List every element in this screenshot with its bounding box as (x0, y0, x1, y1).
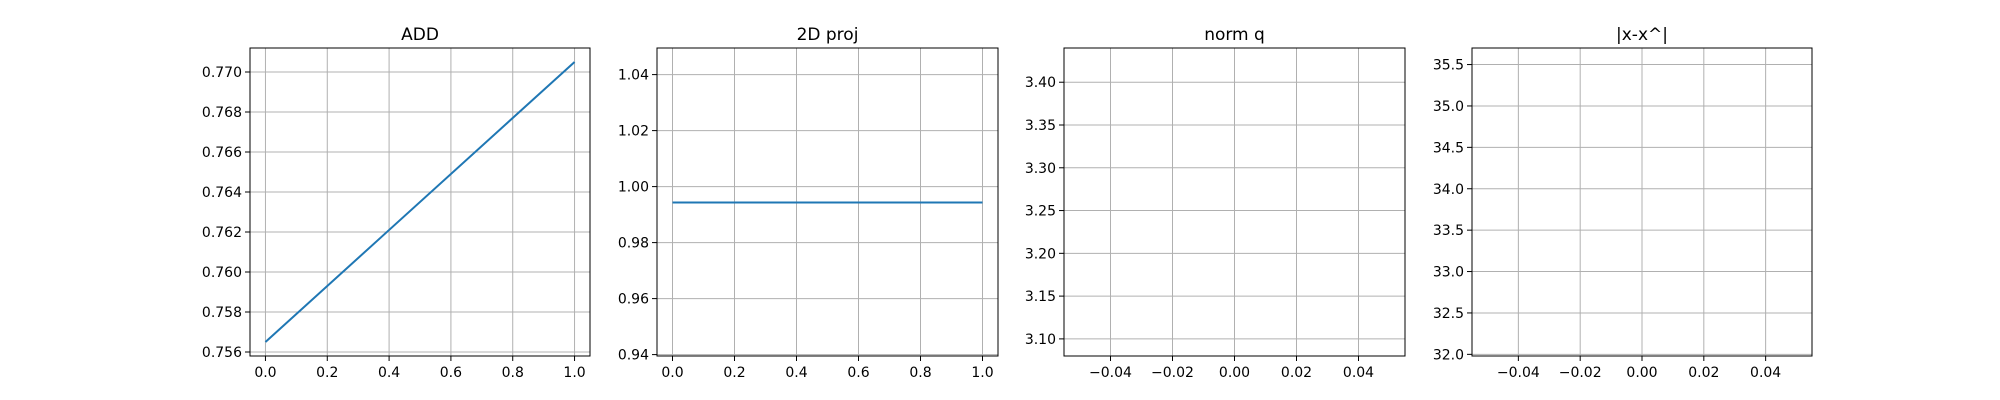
2d-proj-ytick-label-4: 1.02 (618, 124, 649, 140)
norm-q-ytick-label-0: 3.10 (1025, 332, 1056, 348)
x-error-ytick-label-2: 33.0 (1433, 265, 1464, 281)
2d-proj-ytick-label-0: 0.94 (618, 348, 649, 364)
2d-proj-xtick-label-5: 1.0 (971, 365, 993, 381)
add-xtick-label-2: 0.4 (378, 365, 400, 381)
add-ytick-label-7: 0.770 (202, 65, 242, 81)
x-error-xtick-label-0: −0.04 (1497, 365, 1540, 381)
subplot-title-norm-q: norm q (1204, 25, 1265, 45)
norm-q-ytick-label-4: 3.30 (1025, 161, 1056, 177)
x-error-ytick-label-4: 34.0 (1433, 182, 1464, 198)
subplot-add: ADD 0.0 0.2 0.4 0.6 0.8 1.0 0.756 0.758 0.760 0.7… (202, 25, 591, 381)
x-error-xtick-label-3: 0.02 (1688, 365, 1719, 381)
x-error-xtick-label-4: 0.04 (1750, 365, 1781, 381)
norm-q-ytick-label-2: 3.20 (1025, 246, 1056, 262)
2d-proj-ytick-label-3: 1.00 (618, 180, 649, 196)
add-ytick-label-4: 0.764 (202, 185, 242, 201)
norm-q-ytick-label-3: 3.25 (1025, 204, 1056, 220)
add-ytick-label-1: 0.758 (202, 305, 242, 321)
2d-proj-xtick-label-1: 0.2 (723, 365, 745, 381)
add-xtick-label-0: 0.0 (254, 365, 276, 381)
add-ytick-label-3: 0.762 (202, 225, 242, 241)
norm-q-ytick-label-5: 3.35 (1025, 118, 1056, 134)
norm-q-xtick-label-4: 0.04 (1343, 365, 1374, 381)
x-error-ytick-label-3: 33.5 (1433, 223, 1464, 239)
norm-q-xtick-label-3: 0.02 (1281, 365, 1312, 381)
norm-q-ytick-label-6: 3.40 (1025, 75, 1056, 91)
norm-q-ytick-label-1: 3.15 (1025, 289, 1056, 305)
subplot-2d-proj: 2D proj 0.0 0.2 0.4 0.6 0.8 1.0 0.94 0.96 0.98 1.… (618, 25, 999, 381)
x-error-ytick-label-0: 32.0 (1433, 347, 1464, 363)
2d-proj-ytick-label-2: 0.98 (618, 236, 649, 252)
norm-q-xtick-label-1: −0.02 (1151, 365, 1194, 381)
2d-proj-xtick-label-4: 0.8 (909, 365, 931, 381)
2d-proj-xtick-label-3: 0.6 (847, 365, 869, 381)
add-xtick-label-4: 0.8 (502, 365, 524, 381)
subplot-x-error: |x-x^| −0.04 −0.02 0.00 0.02 0.04 32.0 32.5 33.… (1433, 25, 1813, 381)
add-ytick-label-2: 0.760 (202, 265, 242, 281)
add-series-line-0 (264, 61, 576, 343)
2d-proj-axes-frame (656, 47, 999, 357)
add-ytick-label-0: 0.756 (202, 345, 242, 361)
subplot-norm-q: norm q −0.04 −0.02 0.00 0.02 0.04 3.10 3.15 3.2… (1025, 25, 1406, 381)
2d-proj-ytick-label-1: 0.96 (618, 292, 649, 308)
subplot-title-2d-proj: 2D proj (797, 25, 859, 45)
subplot-title-add: ADD (401, 25, 439, 45)
x-error-xtick-label-2: 0.00 (1626, 365, 1657, 381)
x-error-ytick-label-5: 34.5 (1433, 140, 1464, 156)
2d-proj-xtick-label-2: 0.4 (785, 365, 807, 381)
subplot-title-x-error: |x-x^| (1616, 25, 1668, 45)
x-error-ytick-label-1: 32.5 (1433, 306, 1464, 322)
x-error-xtick-label-1: −0.02 (1559, 365, 1602, 381)
norm-q-xtick-label-0: −0.04 (1089, 365, 1132, 381)
2d-proj-xtick-label-0: 0.0 (661, 365, 683, 381)
2d-proj-ytick-label-5: 1.04 (618, 68, 649, 84)
x-error-ytick-label-7: 35.5 (1433, 58, 1464, 74)
add-xtick-label-3: 0.6 (440, 365, 462, 381)
norm-q-xtick-label-2: 0.00 (1219, 365, 1250, 381)
add-xtick-label-5: 1.0 (563, 365, 585, 381)
add-xtick-label-1: 0.2 (316, 365, 338, 381)
add-ytick-label-5: 0.766 (202, 145, 242, 161)
add-axes-frame (249, 47, 591, 357)
x-error-ytick-label-6: 35.0 (1433, 99, 1464, 115)
add-ytick-label-6: 0.768 (202, 105, 242, 121)
